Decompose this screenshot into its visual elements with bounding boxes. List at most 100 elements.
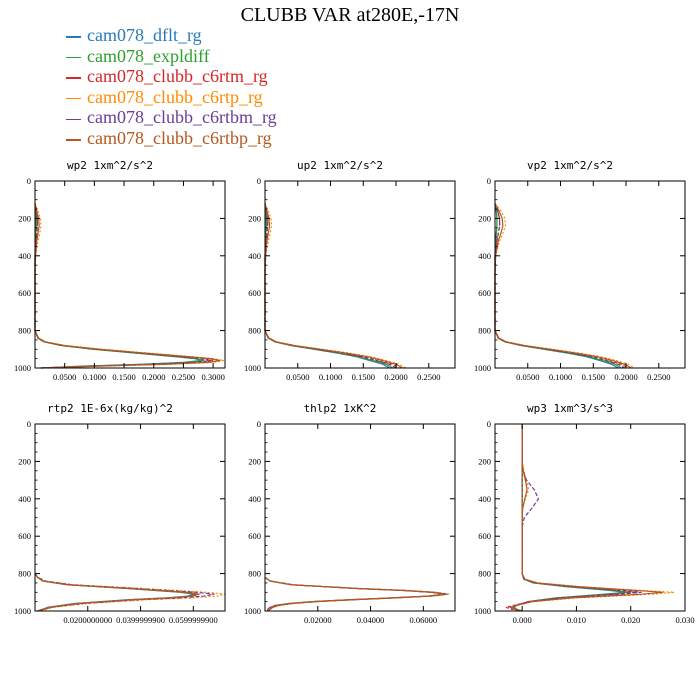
legend-line-swatch	[66, 118, 81, 120]
plot-frame	[264, 423, 456, 612]
panel-title: up2 1xm^2/s^2	[297, 159, 383, 172]
y-tick-label: 0	[27, 176, 31, 186]
x-tick-label: 0.02000	[304, 615, 332, 625]
x-tick-label: 0.0200000000	[63, 615, 112, 625]
x-tick-label: 0.2000	[384, 372, 407, 382]
x-tick-label: 0.010	[567, 615, 586, 625]
series-line-3	[503, 424, 637, 612]
y-tick-label: 0	[27, 419, 31, 429]
series-line-6	[264, 203, 403, 369]
legend-item: cam078_clubb_c6rtp_rg	[66, 87, 277, 108]
y-tick-label: 400	[478, 251, 491, 261]
y-tick-label: 400	[18, 494, 31, 504]
series-line-5	[264, 203, 397, 369]
y-tick-label: 600	[478, 288, 491, 298]
legend-label: cam078_clubb_c6rtbp_rg	[87, 127, 272, 148]
legend-item: cam078_clubb_c6rtbp_rg	[66, 128, 277, 149]
x-tick-label: 0.2500	[172, 372, 195, 382]
legend-item: cam078_dflt_rg	[66, 25, 277, 46]
series-line-3	[34, 203, 214, 369]
legend-label: cam078_clubb_c6rtp_rg	[87, 86, 263, 107]
y-tick-label: 1000	[244, 363, 261, 373]
y-tick-label: 0	[257, 176, 261, 186]
series-line-5	[34, 203, 211, 369]
figure-title: CLUBB VAR at280E,-17N	[240, 4, 460, 26]
legend-item: cam078_expldiff	[66, 46, 277, 67]
x-tick-label: 0.0399999900	[116, 615, 165, 625]
y-tick-label: 200	[18, 456, 31, 466]
x-tick-label: 0.06000	[410, 615, 438, 625]
y-tick-label: 1000	[244, 606, 261, 616]
y-tick-label: 600	[18, 531, 31, 541]
series-line-6	[34, 203, 221, 369]
y-tick-label: 800	[248, 569, 261, 579]
y-tick-label: 200	[248, 213, 261, 223]
legend-line-swatch	[66, 56, 81, 59]
panel-6: wp3 1xm^3/s^3 0 200 400 600 800 1000 0.000 0.010…	[474, 402, 695, 625]
y-tick-label: 0	[487, 419, 491, 429]
panel-title: vp2 1xm^2/s^2	[527, 159, 613, 172]
x-tick-label: 0.0500	[286, 372, 309, 382]
y-tick-label: 0	[257, 419, 261, 429]
series-line-6	[509, 424, 664, 612]
legend-line-swatch	[66, 36, 81, 38]
panel-1: wp2 1xm^2/s^2 0 200 400 600 800 1000 0.0500 0.10…	[14, 159, 226, 382]
x-tick-label: 0.030	[675, 615, 694, 625]
y-tick-label: 600	[478, 531, 491, 541]
y-tick-label: 400	[18, 251, 31, 261]
y-tick-label: 200	[18, 213, 31, 223]
panel-5: thlp2 1xK^2 0 200 400 600 800 1000 0.02000 0.040…	[244, 402, 456, 625]
panel-2: up2 1xm^2/s^2 0 200 400 600 800 1000 0.0500 0.10…	[244, 159, 456, 382]
series-line-5	[264, 576, 448, 612]
series-line-6	[34, 573, 199, 612]
legend-label: cam078_dflt_rg	[87, 25, 202, 45]
legend-line-swatch	[66, 77, 81, 79]
panel-title: rtp2 1E-6x(kg/kg)^2	[47, 402, 173, 415]
panel-3: vp2 1xm^2/s^2 0 200 400 600 800 1000 0.0500 0.10…	[474, 159, 686, 382]
x-tick-label: 0.1500	[352, 372, 375, 382]
x-tick-label: 0.2000	[142, 372, 165, 382]
x-tick-label: 0.2500	[417, 372, 440, 382]
series-line-6	[264, 576, 445, 612]
legend-item: cam078_clubb_c6rtm_rg	[66, 66, 277, 87]
y-tick-label: 0	[487, 176, 491, 186]
y-tick-label: 1000	[474, 363, 491, 373]
series-line-2	[264, 576, 448, 612]
y-tick-label: 200	[248, 456, 261, 466]
x-tick-label: 0.04000	[357, 615, 385, 625]
y-tick-label: 800	[478, 326, 491, 336]
legend-line-swatch	[66, 139, 81, 141]
series-line-5	[494, 203, 626, 369]
x-tick-label: 0.0500	[53, 372, 76, 382]
y-tick-label: 800	[248, 326, 261, 336]
x-tick-label: 0.3000	[201, 372, 224, 382]
legend-label: cam078_clubb_c6rtbm_rg	[87, 107, 277, 128]
y-tick-label: 1000	[474, 606, 491, 616]
x-tick-label: 0.2500	[647, 372, 670, 382]
x-tick-label: 0.2000	[614, 372, 637, 382]
series-line-2	[511, 424, 631, 612]
series-line-3	[264, 576, 445, 611]
y-tick-label: 1000	[14, 363, 31, 373]
series-line-4	[34, 203, 224, 369]
y-tick-label: 600	[248, 531, 261, 541]
panel-title: thlp2 1xK^2	[304, 402, 377, 415]
x-tick-label: 0.1000	[319, 372, 342, 382]
y-tick-label: 200	[478, 456, 491, 466]
y-tick-label: 600	[248, 288, 261, 298]
y-tick-label: 1000	[14, 606, 31, 616]
x-tick-label: 0.1500	[112, 372, 135, 382]
y-tick-label: 800	[478, 569, 491, 579]
legend: cam078_dflt_rg cam078_expldiff cam078_club…	[66, 25, 277, 149]
panel-title: wp2 1xm^2/s^2	[67, 159, 153, 172]
series-line-2	[34, 203, 205, 369]
panel-title: wp3 1xm^3/s^3	[527, 402, 613, 415]
plot-frame	[494, 423, 686, 612]
x-tick-label: 0.1000	[549, 372, 572, 382]
y-tick-label: 800	[18, 326, 31, 336]
x-tick-label: 0.0500	[516, 372, 539, 382]
plot-frame	[264, 180, 456, 369]
y-tick-label: 600	[18, 288, 31, 298]
